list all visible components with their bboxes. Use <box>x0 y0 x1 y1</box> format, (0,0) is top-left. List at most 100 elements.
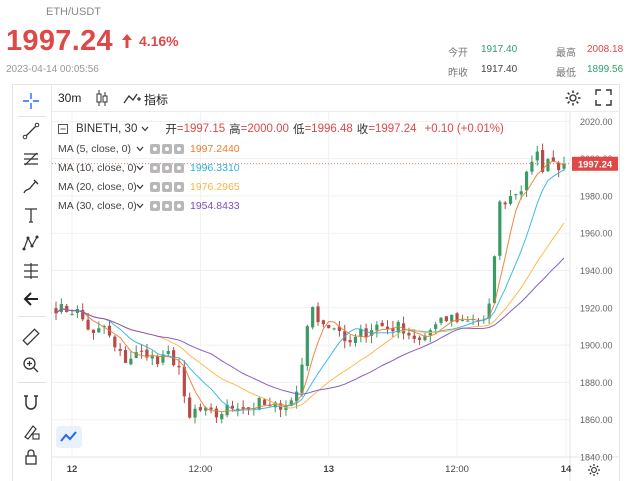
close-icon[interactable] <box>174 163 184 173</box>
candle-type-icon[interactable] <box>94 88 110 108</box>
settings-gear-icon[interactable] <box>564 89 582 107</box>
price-tick-label: 1960.00 <box>580 229 613 239</box>
candle-body <box>503 202 507 205</box>
trend-line-icon[interactable] <box>18 120 44 142</box>
open-val: =1997.15 <box>176 123 226 135</box>
candle-body <box>434 324 438 329</box>
prediction-icon[interactable] <box>18 260 44 282</box>
ma-buttons <box>150 163 184 173</box>
lock-drawing-icon[interactable] <box>18 420 44 442</box>
candle-body <box>198 407 202 411</box>
ma-buttons <box>150 144 184 154</box>
chevron-down-icon[interactable] <box>136 165 144 171</box>
crosshair-icon[interactable] <box>18 90 44 112</box>
high-key: 高 <box>229 124 241 136</box>
candle-body <box>300 364 304 393</box>
indicator-icon[interactable] <box>122 90 142 106</box>
ma-value: 1954.8433 <box>190 200 240 212</box>
candle-body <box>305 326 309 367</box>
toolbar-divider <box>18 116 46 117</box>
low-label: 最低 <box>556 68 576 79</box>
ma-value: 1996.3310 <box>190 162 240 174</box>
eye-icon[interactable] <box>150 182 160 192</box>
ma-legend-row[interactable]: MA (10, close, 0) 1996.3310 <box>58 161 240 175</box>
price-chart[interactable]: 2020.002000.001980.001960.001940.001920.… <box>52 112 620 481</box>
ma-legend-row[interactable]: MA (20, close, 0) 1976.2965 <box>58 180 240 194</box>
chevron-down-icon[interactable] <box>136 146 144 152</box>
text-icon[interactable] <box>18 204 44 226</box>
eye-icon[interactable] <box>150 201 160 211</box>
close-val: =1997.24 <box>368 123 417 135</box>
candle-body <box>439 317 443 323</box>
brush-icon[interactable] <box>18 176 44 198</box>
candle-body <box>546 159 550 172</box>
candle-body <box>359 328 363 337</box>
candle-body <box>508 196 513 204</box>
pair-label: ETH/USDT <box>46 6 101 18</box>
candle-body <box>380 322 384 327</box>
time-tick-label: 14 <box>561 464 572 475</box>
candle-body <box>145 349 149 358</box>
candle-body <box>182 366 186 397</box>
candle-body <box>204 407 208 411</box>
zoom-in-icon[interactable] <box>18 354 44 376</box>
candle-body <box>375 324 379 331</box>
interval-button[interactable]: 30m <box>58 91 82 105</box>
candle-body <box>161 354 165 363</box>
time-tick-label: 13 <box>323 464 334 475</box>
open-label: 今开 <box>448 48 468 59</box>
fib-icon[interactable] <box>18 148 44 170</box>
candle-body <box>230 405 235 409</box>
low-val: =1996.48 <box>304 123 353 135</box>
ohlc-legend: BINETH, 30 开 =1997.15 高 =2000.00 低 =1996.48… <box>58 121 504 137</box>
close-key: 收 <box>356 124 369 136</box>
close-icon[interactable] <box>174 144 184 154</box>
ma-legend-row[interactable]: MA (5, close, 0) 1997.2440 <box>58 142 240 156</box>
candle-body <box>220 414 224 420</box>
candle-body <box>316 306 320 323</box>
fullscreen-icon[interactable] <box>595 89 612 106</box>
lock-icon[interactable] <box>18 446 44 468</box>
candle-body <box>562 163 566 169</box>
candle-body <box>166 350 170 354</box>
eye-icon[interactable] <box>150 163 160 173</box>
eye-icon[interactable] <box>150 144 160 154</box>
prev-close-label: 昨收 <box>448 68 468 79</box>
tradingview-logo-icon[interactable] <box>56 426 82 448</box>
candle-body <box>466 320 470 322</box>
back-arrow-icon[interactable] <box>18 288 44 310</box>
chevron-down-icon[interactable] <box>141 126 149 132</box>
collapse-icon[interactable] <box>58 124 68 134</box>
candle-body <box>524 171 529 191</box>
toolbar-divider <box>18 382 46 383</box>
settings-icon[interactable] <box>162 201 172 211</box>
candle-body <box>102 325 106 327</box>
price-tick-label: 1940.00 <box>580 266 613 276</box>
close-icon[interactable] <box>174 201 184 211</box>
chevron-down-icon[interactable] <box>136 184 144 190</box>
candle-body <box>311 306 315 328</box>
chevron-down-icon[interactable] <box>136 203 144 209</box>
settings-icon[interactable] <box>162 163 172 173</box>
candle-body <box>353 336 358 343</box>
candle-body <box>337 326 342 332</box>
candle-body <box>519 191 523 195</box>
candle-body <box>129 358 133 365</box>
magnet-icon[interactable] <box>18 392 44 414</box>
candle-body <box>193 408 197 418</box>
price-tick-label: 1920.00 <box>580 303 613 313</box>
ma-legend-row[interactable]: MA (30, close, 0) 1954.8433 <box>58 199 240 213</box>
candle-body <box>385 326 390 329</box>
settings-icon[interactable] <box>162 182 172 192</box>
pattern-icon[interactable] <box>18 232 44 254</box>
settings-icon[interactable] <box>162 144 172 154</box>
candle-body <box>156 356 160 365</box>
indicators-button[interactable]: 指标 <box>144 93 169 107</box>
high-val: =2000.00 <box>240 123 289 135</box>
candle-body <box>348 340 352 343</box>
close-icon[interactable] <box>174 182 184 192</box>
symbol-label[interactable]: BINETH, 30 <box>76 123 138 135</box>
axis-settings-gear-icon[interactable] <box>587 463 601 477</box>
candle-body <box>70 313 74 315</box>
ruler-icon[interactable] <box>18 326 44 348</box>
